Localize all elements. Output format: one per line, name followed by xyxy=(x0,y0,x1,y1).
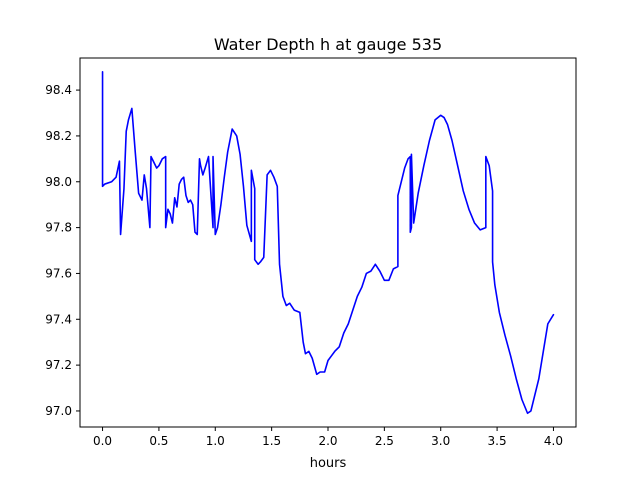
y-tick-label: 98.0 xyxy=(45,175,72,189)
y-axis-ticks: 97.0 97.2 97.4 97.6 97.8 98.0 98.2 98.4 xyxy=(45,83,80,418)
y-tick-label: 97.0 xyxy=(45,404,72,418)
x-tick-label: 0.0 xyxy=(93,434,112,448)
series-line-0 xyxy=(101,70,555,415)
x-tick-label: 3.0 xyxy=(431,434,450,448)
plot-frame xyxy=(79,57,577,428)
y-tick-label: 97.2 xyxy=(45,358,72,372)
x-tick-label: 2.5 xyxy=(375,434,394,448)
y-tick-label: 97.6 xyxy=(45,266,72,280)
y-tick-label: 97.8 xyxy=(45,221,72,235)
y-tick-label: 98.2 xyxy=(45,129,72,143)
x-axis-label: hours xyxy=(310,456,347,471)
x-tick-label: 1.0 xyxy=(206,434,225,448)
x-tick-label: 4.0 xyxy=(544,434,563,448)
x-tick-label: 1.5 xyxy=(262,434,281,448)
y-tick-label: 97.4 xyxy=(45,312,72,326)
x-axis-ticks: 0.0 0.5 1.0 1.5 2.0 2.5 3.0 3.5 4.0 xyxy=(93,427,563,448)
chart-title: Water Depth h at gauge 535 xyxy=(214,35,442,54)
x-tick-label: 2.0 xyxy=(318,434,337,448)
y-tick-label: 98.4 xyxy=(45,83,72,97)
x-tick-label: 0.5 xyxy=(149,434,168,448)
series-layer xyxy=(101,70,555,415)
x-tick-label: 3.5 xyxy=(488,434,507,448)
